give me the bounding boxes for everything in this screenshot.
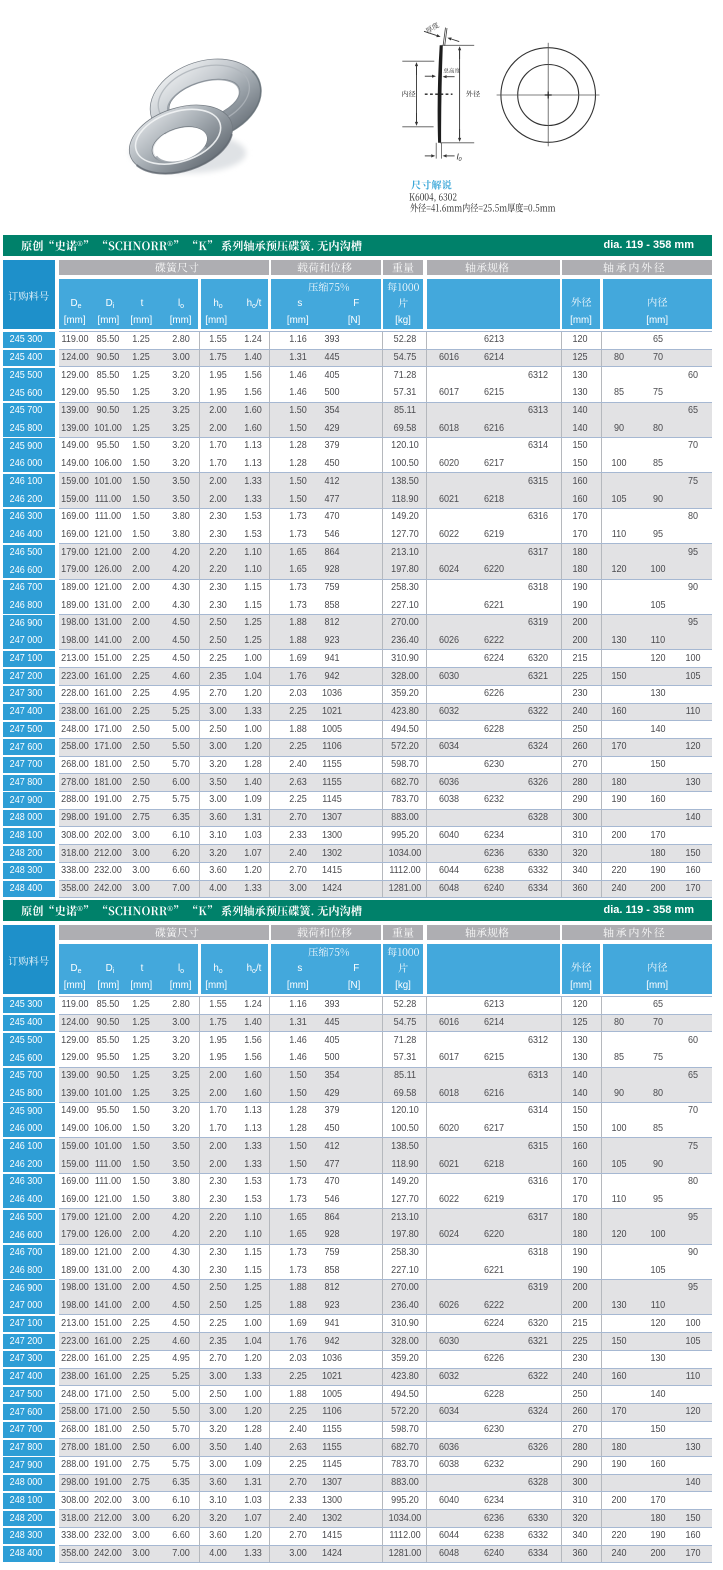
svg-text:l0: l0 bbox=[457, 151, 463, 163]
